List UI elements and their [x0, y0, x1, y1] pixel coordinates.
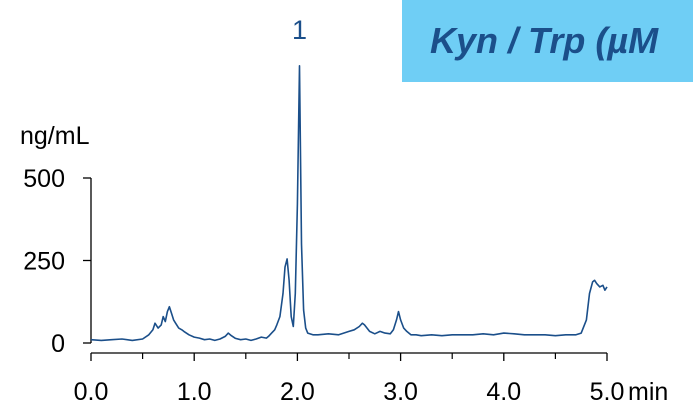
- chromatogram-trace: [90, 65, 608, 342]
- y-axis-label: ng/mL: [20, 122, 90, 150]
- x-axis-unit: min: [628, 378, 668, 406]
- axes: [90, 178, 607, 354]
- x-tick-label: 4.0: [486, 378, 521, 406]
- ratio-banner: Kyn / Trp (µM: [402, 0, 693, 82]
- y-tick-label: 250: [23, 248, 65, 276]
- x-tick-label: 5.0: [590, 378, 625, 406]
- x-tick-label: 0.0: [74, 378, 109, 406]
- y-tick-label: 500: [23, 165, 65, 193]
- tick-labels: 0 250 500 0.0 1.0 2.0 3.0 4.0 5.0: [23, 165, 624, 406]
- ratio-banner-text: Kyn / Trp (µM: [430, 20, 659, 61]
- x-tick-label: 3.0: [383, 378, 418, 406]
- x-tick-label: 1.0: [177, 378, 212, 406]
- x-tick-label: 2.0: [280, 378, 315, 406]
- peak-annotation-1: 1: [292, 15, 307, 45]
- y-tick-label: 0: [51, 330, 65, 358]
- ticks: [83, 177, 608, 361]
